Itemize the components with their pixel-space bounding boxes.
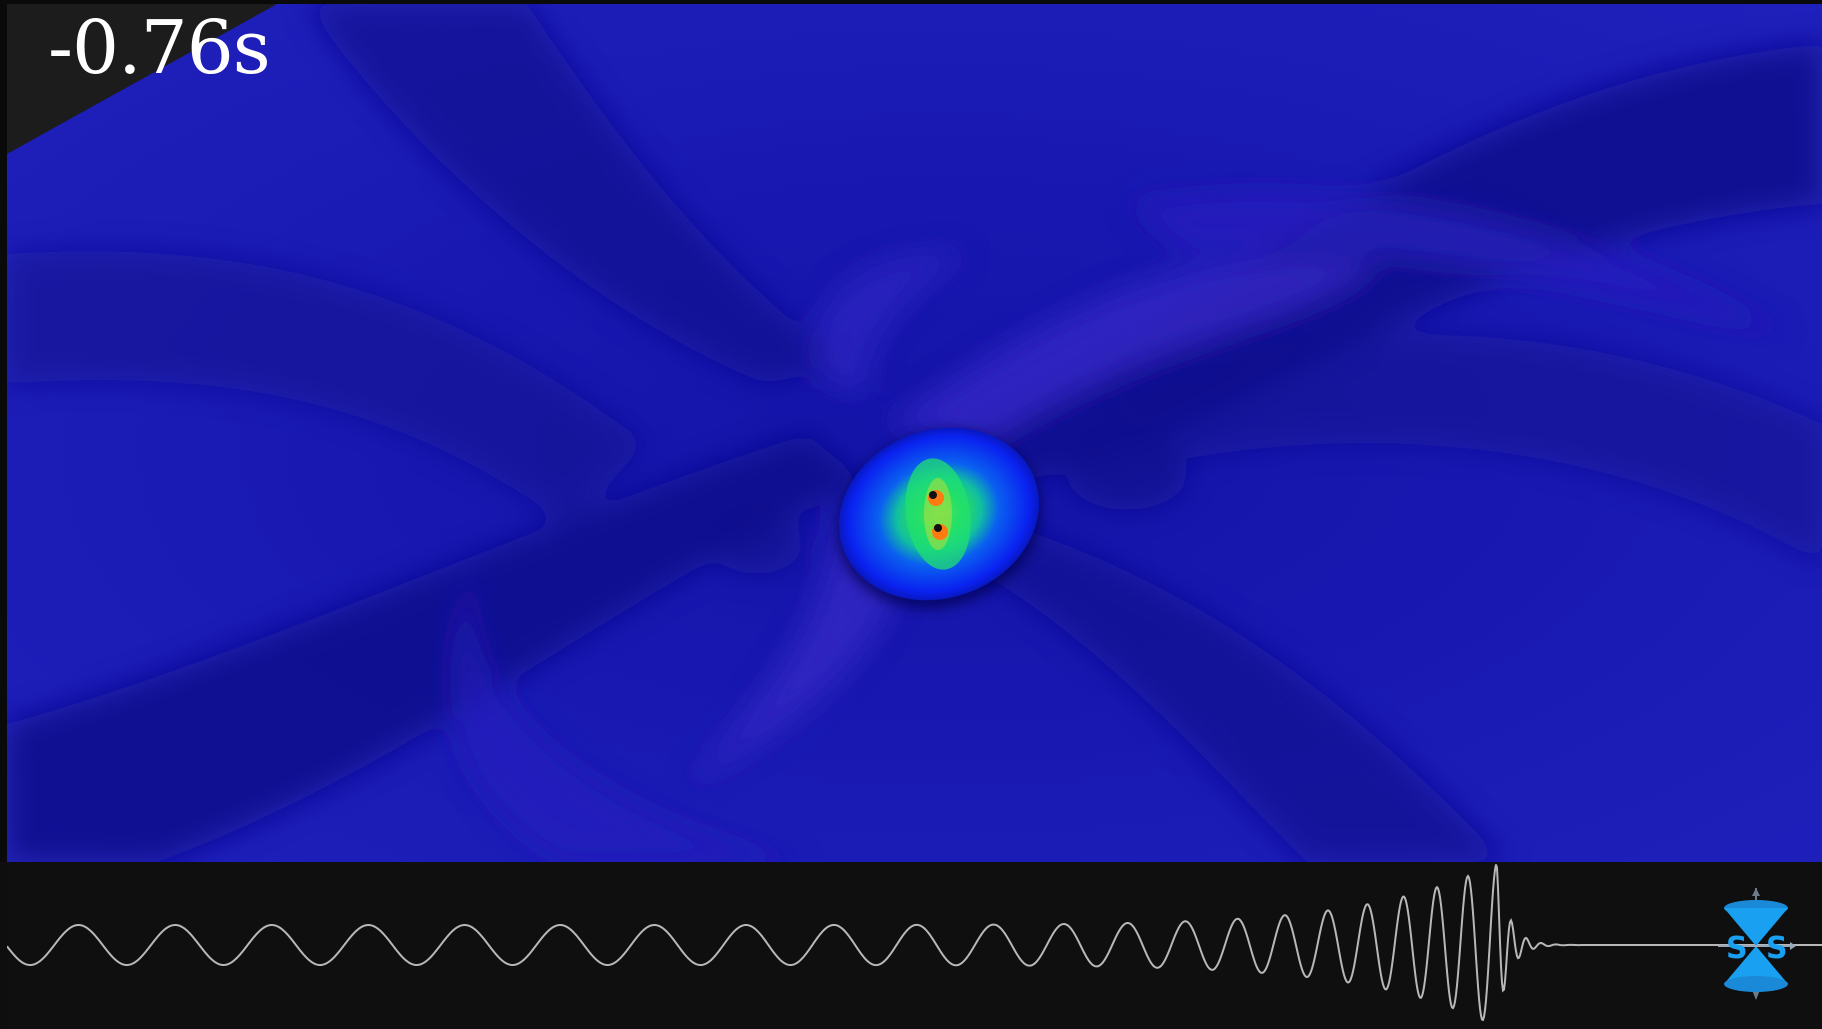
- waveform-panel: [6, 862, 1822, 1029]
- logo-letter-right: S: [1766, 931, 1788, 966]
- logo-letter-left: S: [1726, 931, 1748, 966]
- hourglass-light-cone-icon: S S: [1718, 888, 1796, 1000]
- left-edge: [0, 0, 7, 862]
- top-edge: [0, 0, 1822, 4]
- time-label-backdrop: [7, 4, 277, 154]
- gravitational-waveform: [6, 864, 1822, 1022]
- time-offset-label: -0.76s: [48, 5, 271, 91]
- gravitational-wave-simulation: [7, 4, 1822, 862]
- black-hole-secondary: [932, 524, 948, 540]
- black-hole-primary: [928, 490, 944, 506]
